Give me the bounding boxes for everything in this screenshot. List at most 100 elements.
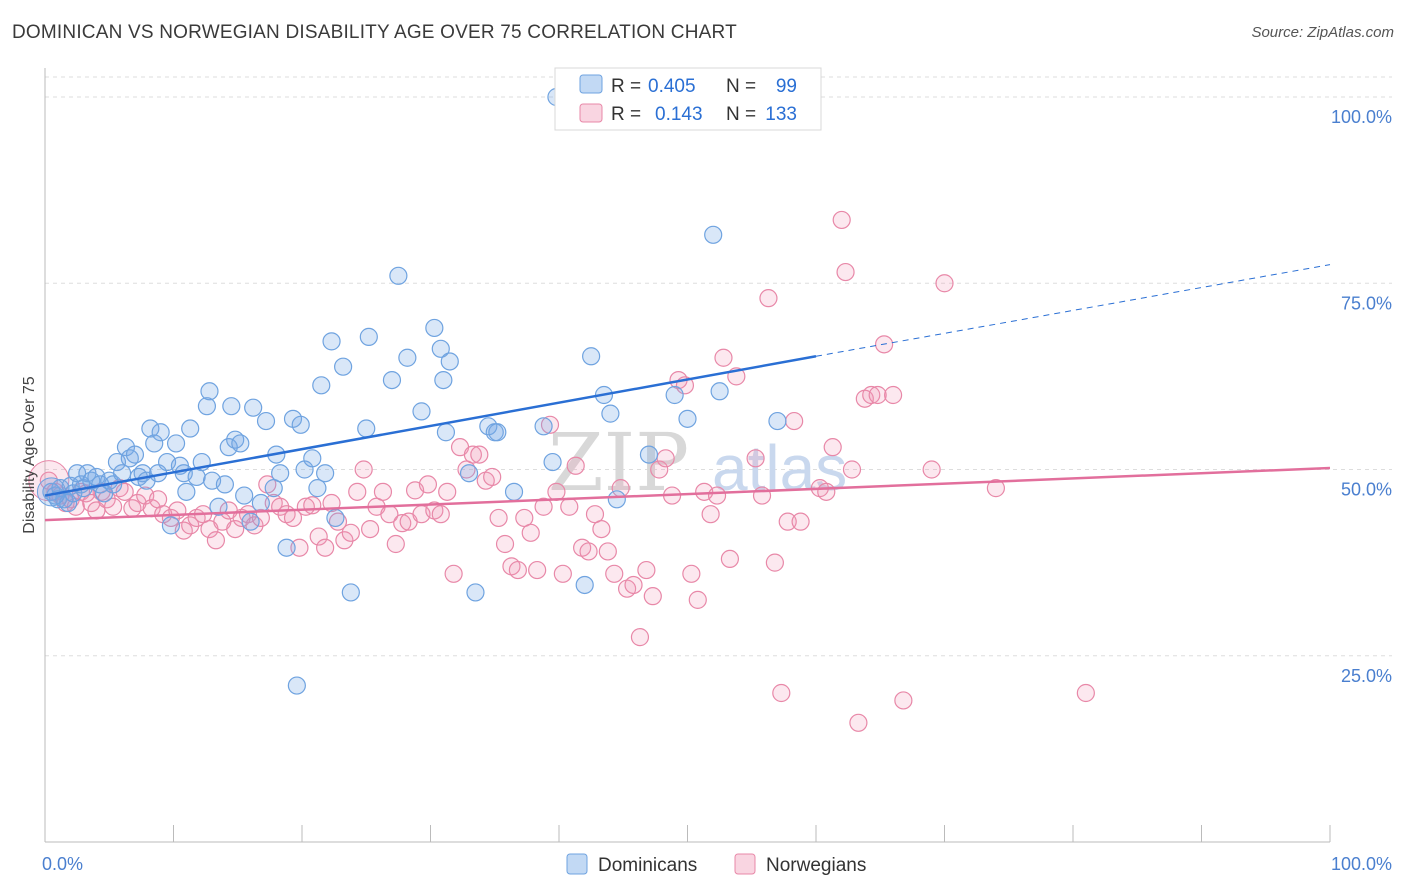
norwegians-point [206, 531, 226, 550]
source-label: Source: ZipAtlas.com [1251, 24, 1394, 41]
dominicans-point [209, 497, 228, 516]
y-tick-label: 100.0% [1331, 107, 1392, 127]
norwegians-point [624, 575, 643, 595]
dominicans-point [341, 583, 360, 602]
norwegians-point [832, 210, 851, 230]
tick-labels: 25.0% 50.0% 75.0% 100.0% 0.0% 100.0% [42, 107, 1392, 874]
norwegians-point [849, 713, 868, 732]
dominicans-point [271, 464, 290, 483]
dominicans-point [665, 385, 684, 405]
dominicans-point [231, 434, 250, 453]
dominicans-point [412, 402, 431, 421]
dominicans-point [312, 376, 331, 395]
norwegians-point [935, 274, 954, 293]
norwegians-point [707, 486, 727, 505]
dominicans-point [488, 423, 507, 442]
dominicans-point [504, 482, 524, 501]
dominicans-point [141, 419, 160, 438]
norwegians-point [1076, 683, 1095, 703]
dominicans-point [357, 419, 376, 438]
dominicans-point [575, 575, 594, 595]
dominicans-trend-line [44, 355, 817, 497]
legend-swatch-blue [579, 74, 603, 94]
norwegians-point [547, 482, 566, 501]
norwegians-point [772, 683, 791, 703]
norwegians-point [688, 590, 707, 609]
dominicans-point [235, 486, 254, 505]
dominicans-point [177, 482, 196, 501]
dominicans-point [215, 475, 234, 494]
norwegians-point [785, 411, 804, 431]
norwegians-point [922, 460, 941, 479]
y-tick-label: 25.0% [1341, 666, 1392, 686]
legend-n-value: 133 [765, 104, 797, 125]
dominicans-point [607, 490, 626, 509]
norwegians-point [894, 691, 913, 710]
norwegians-point [817, 482, 836, 501]
series-legend: Dominicans Norwegians [566, 853, 866, 876]
norwegians-point [791, 512, 810, 531]
norwegians-point [759, 289, 778, 308]
norwegians-point [316, 538, 335, 557]
norwegians-point [823, 438, 842, 457]
dominicans-point [334, 357, 353, 376]
legend-swatch-pink [579, 103, 603, 123]
dominicans-point [534, 417, 553, 436]
norwegians-point [701, 505, 720, 524]
dominicans-point [543, 452, 562, 472]
norwegians-point [128, 493, 147, 513]
norwegians-point [560, 497, 579, 516]
dominicans-point [287, 676, 306, 695]
norwegians-trend-line [44, 466, 1331, 522]
dominicans-point [359, 327, 378, 346]
norwegians-point [592, 519, 611, 539]
dominicans-point [251, 493, 270, 513]
watermark-zip: ZIP [548, 416, 689, 509]
norwegians-point [296, 497, 315, 516]
x-tick-label: 0.0% [42, 854, 83, 874]
norwegians-point [393, 514, 412, 533]
dominicans-point [436, 423, 456, 442]
legend-dominicans-swatch [566, 853, 588, 875]
legend-dominicans-label: Dominicans [598, 855, 697, 876]
legend-n-value: 99 [776, 76, 797, 97]
norwegians-point [470, 445, 489, 464]
dominicans-point [145, 434, 164, 453]
norwegians-point [778, 512, 797, 531]
legend-r-label: R = [611, 104, 641, 125]
norwegians-point [746, 449, 765, 468]
norwegians-point [842, 460, 862, 479]
dominicans-trend-extension [815, 264, 1331, 357]
dominicans-point [425, 318, 444, 338]
dominicans-point [244, 398, 263, 417]
norwegians-point [836, 262, 855, 282]
dominicans-point [181, 419, 200, 438]
x-tick-label: 100.0% [1331, 854, 1392, 874]
gridlines [45, 76, 1392, 657]
dominicans-point [678, 409, 697, 428]
legend-n-label: N = [726, 104, 756, 125]
norwegians-point [444, 564, 463, 583]
dominicans-point [398, 348, 417, 367]
norwegians-point [598, 542, 617, 561]
dominicans-point [308, 479, 327, 498]
dominicans-point [151, 423, 170, 442]
norwegians-point [290, 538, 309, 557]
legend-r-value: 0.143 [655, 104, 703, 125]
legend-norwegians-label: Norwegians [766, 855, 866, 876]
norwegians-point [251, 508, 270, 528]
norwegians-point [341, 523, 360, 542]
dominicans-point [112, 464, 132, 483]
norwegians-point [495, 534, 515, 554]
dominicans-point [434, 371, 453, 390]
legend-norwegians-swatch [734, 853, 756, 875]
dominicans-point [639, 445, 659, 464]
dominicans-point [382, 371, 402, 390]
norwegians-point [650, 460, 669, 479]
norwegians-point [335, 531, 354, 550]
dominicans-point [459, 464, 479, 483]
dominicans-point [200, 382, 219, 401]
norwegians-point [637, 560, 656, 580]
legend-r-value: 0.405 [648, 76, 696, 97]
